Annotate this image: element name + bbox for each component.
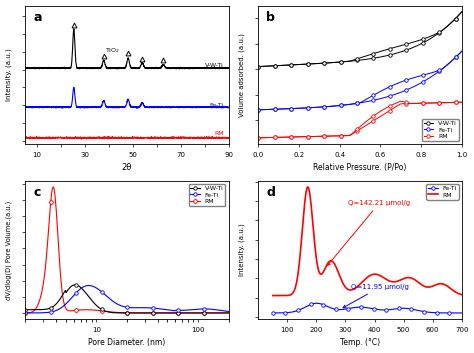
Y-axis label: Intensity. (a.u.): Intensity. (a.u.): [238, 223, 245, 276]
X-axis label: 2θ: 2θ: [122, 163, 132, 172]
Y-axis label: dV/dlog(D) Pore Volume.(a.u.): dV/dlog(D) Pore Volume.(a.u.): [6, 201, 12, 300]
Text: c: c: [33, 186, 41, 199]
Text: Q=142.21 μmol/g: Q=142.21 μmol/g: [328, 200, 410, 265]
Text: a: a: [33, 11, 42, 24]
Y-axis label: Intensity. (a.u.): Intensity. (a.u.): [6, 48, 12, 101]
X-axis label: Relative Pressure. (P/Po): Relative Pressure. (P/Po): [313, 163, 407, 172]
Text: Fe-Ti: Fe-Ti: [210, 103, 224, 108]
Text: d: d: [266, 186, 275, 199]
Text: V-W-Ti: V-W-Ti: [205, 63, 224, 68]
Text: Q=11.95 μmol/g: Q=11.95 μmol/g: [343, 284, 409, 308]
Y-axis label: Volume adsorbed. (a.u.): Volume adsorbed. (a.u.): [238, 33, 245, 117]
Text: TiO$_2$: TiO$_2$: [105, 46, 120, 55]
X-axis label: Pore Diameter. (nm): Pore Diameter. (nm): [88, 339, 165, 347]
Text: b: b: [266, 11, 275, 24]
Legend: V-W-Ti, Fe-Ti, RM: V-W-Ti, Fe-Ti, RM: [189, 184, 226, 206]
X-axis label: Temp. (°C): Temp. (°C): [340, 339, 380, 347]
Legend: Fe-Ti, RM: Fe-Ti, RM: [426, 184, 458, 199]
Text: RM: RM: [214, 131, 224, 136]
Legend: V-W-Ti, Fe-Ti, RM: V-W-Ti, Fe-Ti, RM: [422, 119, 458, 141]
